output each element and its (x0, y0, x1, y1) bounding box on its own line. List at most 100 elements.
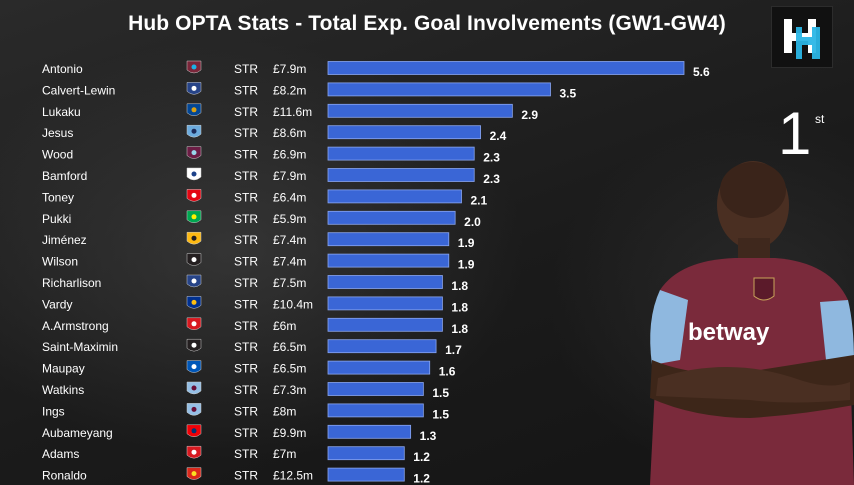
everton-crest-icon (186, 274, 202, 288)
brentford-crest-icon (186, 189, 202, 202)
bar (327, 125, 481, 140)
table-row: Calvert-Lewin STR £8.2m 3.5 (42, 82, 577, 100)
price-label: £7.4m (273, 233, 306, 247)
position-label: STR (234, 276, 258, 290)
crest-mark (191, 128, 197, 134)
hub-logo (771, 6, 833, 68)
crest-mark (191, 385, 197, 391)
bar (327, 232, 450, 247)
position-label: STR (234, 83, 258, 97)
player-name: Wood (42, 148, 73, 162)
table-row: Lukaku STR £11.6m 2.9 (42, 103, 538, 122)
price-label: £6.5m (273, 340, 306, 354)
bar (327, 446, 405, 461)
price-label: £7m (273, 447, 296, 461)
value-label: 1.8 (451, 300, 468, 314)
crest-mark (191, 257, 197, 263)
player-name: Jesus (42, 126, 73, 140)
crest-mark (191, 428, 197, 434)
player-name: Toney (42, 190, 74, 204)
table-row: Jesus STR £8.6m 2.4 (42, 124, 507, 143)
crest-mark (191, 107, 197, 113)
newcastle-crest-icon (186, 253, 202, 266)
price-label: £9.9m (273, 426, 306, 440)
player-name: Watkins (42, 383, 84, 397)
table-row: Wood STR £6.9m 2.3 (42, 146, 500, 165)
west-ham-crest-icon (186, 60, 202, 74)
man-city-crest-icon (186, 124, 202, 138)
table-row: Ronaldo STR £12.5m 1.2 (42, 467, 430, 485)
newcastle-crest-icon (186, 338, 202, 352)
value-label: 2.9 (521, 108, 538, 122)
sponsor-text: betway (688, 319, 770, 346)
position-label: STR (234, 404, 258, 418)
bar (327, 360, 431, 375)
player-name: Calvert-Lewin (42, 83, 115, 97)
value-label: 1.2 (413, 472, 430, 485)
price-label: £6.4m (273, 190, 306, 204)
price-label: £11.6m (273, 105, 312, 119)
crest-mark (191, 150, 197, 156)
table-row: Toney STR £6.4m 2.1 (42, 189, 488, 207)
leicester-crest-icon (186, 296, 202, 309)
crest-mark (191, 321, 197, 327)
value-label: 1.5 (432, 407, 449, 421)
bar (327, 403, 424, 418)
bar (327, 189, 462, 204)
bar (327, 210, 456, 225)
bar (327, 467, 405, 482)
position-label: STR (234, 297, 258, 311)
position-label: STR (234, 126, 258, 140)
crest-mark (191, 64, 197, 70)
position-label: STR (234, 426, 258, 440)
value-label: 1.5 (432, 386, 449, 400)
price-label: £6.5m (273, 362, 306, 376)
table-row: Richarlison STR £7.5m 1.8 (42, 274, 468, 293)
rank-number: 1 (778, 100, 812, 167)
crest-mark (191, 364, 197, 370)
arsenal-crest-icon (186, 424, 202, 438)
position-label: STR (234, 169, 258, 183)
value-label: 2.4 (490, 129, 507, 143)
table-row: Wilson STR £7.4m 1.9 (42, 253, 475, 272)
table-row: Jiménez STR £7.4m 1.9 (42, 231, 475, 250)
price-label: £7.9m (273, 169, 306, 183)
player-name: Lukaku (42, 105, 81, 119)
position-label: STR (234, 233, 258, 247)
value-label: 5.6 (693, 65, 710, 79)
table-row: Antonio STR £7.9m 5.6 (42, 60, 710, 79)
price-label: £6.9m (273, 148, 306, 162)
crest-mark (191, 406, 197, 412)
position-label: STR (234, 255, 258, 269)
value-label: 2.3 (483, 151, 500, 165)
table-row: Adams STR £7m 1.2 (42, 445, 430, 464)
player-name: Aubameyang (42, 426, 113, 440)
rank-suffix: st (815, 112, 825, 126)
bar (327, 61, 685, 75)
price-label: £8.2m (273, 83, 306, 97)
table-row: Pukki STR £5.9m 2.0 (42, 210, 481, 229)
table-row: Watkins STR £7.3m 1.5 (42, 381, 449, 400)
crest-mark (191, 278, 197, 284)
southampton-crest-icon (186, 317, 202, 331)
player-name: Richarlison (42, 276, 101, 290)
bar (327, 424, 412, 439)
value-label: 3.5 (560, 86, 577, 100)
wolves-crest-icon (186, 231, 202, 245)
value-label: 2.1 (471, 193, 488, 207)
chelsea-crest-icon (186, 103, 202, 117)
bar (327, 103, 513, 118)
table-row: Vardy STR £10.4m 1.8 (42, 296, 468, 314)
player-photo: betway (650, 161, 854, 485)
position-label: STR (234, 383, 258, 397)
bar (327, 339, 437, 354)
value-label: 1.8 (451, 279, 468, 293)
aston-villa-crest-icon (186, 381, 202, 395)
position-label: STR (234, 362, 258, 376)
value-label: 1.8 (451, 322, 468, 336)
chart-title: Hub OPTA Stats - Total Exp. Goal Involve… (128, 12, 726, 35)
value-label: 1.9 (458, 236, 475, 250)
table-row: Aubameyang STR £9.9m 1.3 (42, 424, 437, 443)
southampton-crest-icon (186, 445, 202, 459)
